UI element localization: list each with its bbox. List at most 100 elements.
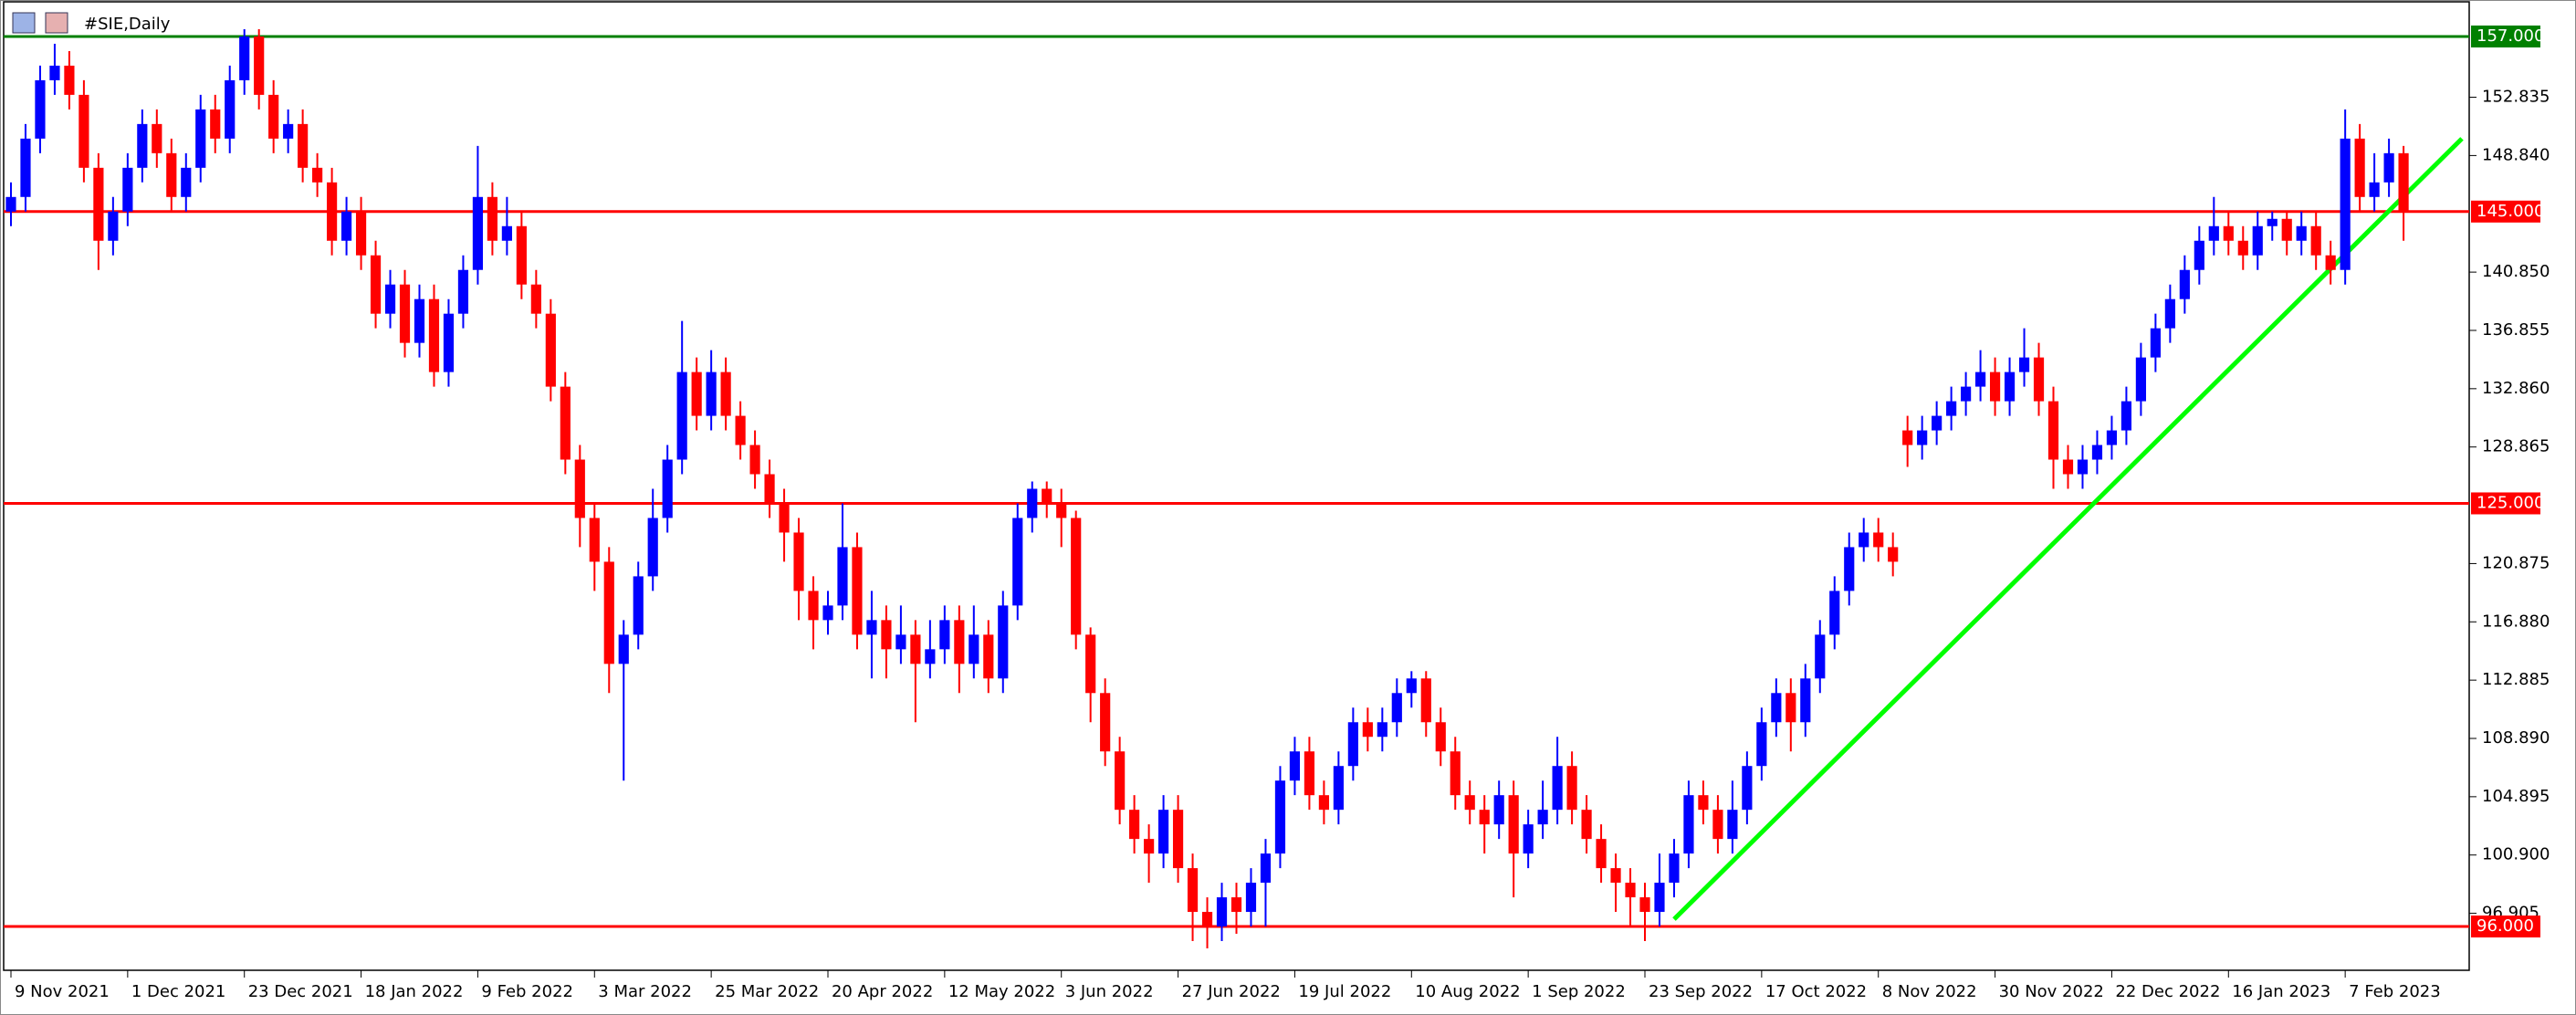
x-tick-label: 23 Dec 2021 — [248, 982, 353, 1001]
candle-body — [35, 79, 46, 139]
candle-body — [1100, 693, 1111, 752]
candle-body — [443, 313, 455, 372]
candle-body — [633, 576, 644, 635]
candle-body — [1596, 839, 1607, 869]
candle-body — [472, 196, 484, 270]
candle-body — [1669, 853, 1680, 884]
candle-body — [20, 138, 31, 197]
candle-body — [298, 123, 309, 168]
candle-body — [1172, 810, 1184, 869]
candle-body — [1493, 795, 1504, 825]
candle-body — [2150, 328, 2161, 358]
candle-body — [1304, 751, 1315, 796]
candle-body — [1581, 810, 1592, 840]
candle-body — [837, 547, 848, 606]
x-tick-label: 7 Feb 2023 — [2349, 982, 2441, 1001]
candle-body — [735, 415, 746, 445]
candle-body — [1347, 722, 1358, 767]
candle-body — [1771, 693, 1782, 723]
candle-body — [1508, 795, 1519, 854]
candle-body — [1727, 810, 1738, 840]
candle-body — [152, 123, 162, 153]
candle-body — [1639, 897, 1650, 913]
candle-body — [1333, 766, 1344, 811]
candle-body — [2062, 459, 2074, 475]
candle-body — [122, 167, 133, 212]
candle-body — [1844, 547, 1855, 591]
candle-body — [1566, 766, 1577, 811]
candle-body — [822, 605, 833, 621]
x-tick-label: 1 Sep 2022 — [1532, 982, 1626, 1001]
candle-body — [1071, 518, 1082, 635]
x-tick-label: 3 Mar 2022 — [598, 982, 692, 1001]
x-tick-label: 8 Nov 2022 — [1882, 982, 1977, 1001]
x-tick-label: 12 May 2022 — [948, 982, 1055, 1001]
x-tick-label: 23 Sep 2022 — [1649, 982, 1753, 1001]
candle-body — [2310, 225, 2321, 256]
candle-body — [49, 65, 60, 80]
x-tick-label: 18 Jan 2022 — [365, 982, 464, 1001]
y-tick-label: 104.895 — [2482, 787, 2550, 806]
candle-body — [749, 445, 760, 475]
candle-body — [2223, 225, 2234, 241]
candle-body — [2004, 371, 2016, 402]
candle-body — [1479, 810, 1490, 825]
candle-body — [239, 36, 250, 80]
y-tick-label: 100.900 — [2482, 845, 2550, 864]
level-label: 157.000 — [2477, 26, 2544, 46]
candle-body — [254, 36, 265, 95]
candle-body — [2106, 430, 2118, 445]
x-tick-label: 27 Jun 2022 — [1182, 982, 1281, 1001]
y-tick-label: 132.860 — [2482, 379, 2550, 398]
candle-body — [2383, 152, 2394, 183]
candle-body — [603, 561, 614, 664]
x-tick-label: 19 Jul 2022 — [1298, 982, 1391, 1001]
candle-body — [574, 459, 585, 518]
candle-body — [910, 634, 921, 664]
candle-body — [1450, 751, 1461, 796]
y-tick-label: 136.855 — [2482, 320, 2550, 340]
x-tick-label: 16 Jan 2023 — [2232, 982, 2330, 1001]
candle-body — [1975, 371, 1986, 387]
candle-body — [195, 109, 206, 168]
candle-body — [589, 518, 600, 562]
candle-body — [618, 634, 629, 664]
candle-body — [2047, 401, 2059, 460]
candle-body — [1698, 795, 1709, 811]
candle-body — [1537, 810, 1548, 825]
candle-body — [1989, 371, 2001, 402]
x-tick-label: 3 Jun 2022 — [1065, 982, 1154, 1001]
candle-body — [1742, 766, 1753, 811]
candle-body — [428, 298, 440, 372]
candle-body — [79, 94, 89, 168]
y-tick-label: 152.835 — [2482, 88, 2550, 107]
x-tick-label: 9 Nov 2021 — [15, 982, 110, 1001]
candle-body — [1230, 897, 1242, 913]
candle-body — [108, 211, 119, 241]
candle-body — [210, 109, 221, 139]
candle-body — [312, 167, 323, 183]
candle-body — [457, 269, 469, 314]
candle-body — [1318, 795, 1329, 811]
candle-body — [764, 474, 775, 504]
candle-body — [1464, 795, 1475, 811]
candle-body — [1785, 693, 1796, 723]
x-tick-label: 30 Nov 2022 — [1999, 982, 2104, 1001]
candle-body — [355, 211, 367, 256]
y-tick-label: 108.890 — [2482, 728, 2550, 748]
candle-body — [1829, 591, 1840, 635]
candle-body — [487, 196, 497, 241]
candle-body — [501, 225, 512, 241]
candle-body — [1815, 634, 1826, 679]
candle-body — [1683, 795, 1694, 854]
candle-body — [1085, 634, 1096, 694]
candle-body — [2267, 218, 2278, 226]
candle-body — [998, 605, 1009, 679]
candle-body — [2164, 298, 2175, 329]
candle-body — [2033, 357, 2045, 402]
candle-body — [881, 620, 892, 650]
candle-body — [1216, 897, 1228, 927]
candle-body — [1625, 883, 1636, 898]
y-tick-label: 112.885 — [2482, 670, 2550, 689]
